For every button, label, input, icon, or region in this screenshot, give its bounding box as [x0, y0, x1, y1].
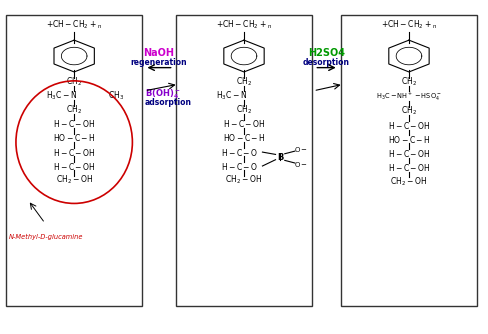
Text: $\mathdefault{CH_2-OH}$: $\mathdefault{CH_2-OH}$: [390, 175, 427, 188]
Text: $\mathdefault{+CH-CH_2+_n}$: $\mathdefault{+CH-CH_2+_n}$: [46, 18, 102, 31]
Text: adsorption: adsorption: [144, 98, 191, 107]
Text: $\mathdefault{H-C-OH}$: $\mathdefault{H-C-OH}$: [387, 148, 430, 159]
Text: $\mathdefault{HO-C-H}$: $\mathdefault{HO-C-H}$: [53, 132, 96, 143]
Text: $\mathdefault{H_3C-N}$: $\mathdefault{H_3C-N}$: [46, 90, 78, 102]
Text: H2SO4: H2SO4: [308, 48, 345, 58]
Text: $\mathdefault{+CH-CH_2+_n}$: $\mathdefault{+CH-CH_2+_n}$: [216, 18, 272, 31]
Text: $\mathdefault{O-}$: $\mathdefault{O-}$: [294, 160, 308, 169]
Text: $\mathdefault{H_3C-N}$: $\mathdefault{H_3C-N}$: [216, 90, 247, 102]
Text: $\mathdefault{CH_2-OH}$: $\mathdefault{CH_2-OH}$: [225, 174, 263, 186]
Text: $\mathdefault{CH_2-OH}$: $\mathdefault{CH_2-OH}$: [56, 174, 93, 186]
Text: $\mathdefault{CH_3}$: $\mathdefault{CH_3}$: [108, 90, 124, 102]
Text: $\mathdefault{CH_2}$: $\mathdefault{CH_2}$: [66, 75, 82, 88]
Bar: [176, 15, 312, 306]
Text: NaOH: NaOH: [143, 48, 175, 58]
Bar: [6, 15, 142, 306]
Text: $\mathdefault{O-}$: $\mathdefault{O-}$: [294, 145, 308, 154]
Text: B: B: [277, 153, 284, 162]
Text: $\mathdefault{H-C-OH}$: $\mathdefault{H-C-OH}$: [53, 119, 96, 130]
Text: $\mathdefault{CH_2}$: $\mathdefault{CH_2}$: [236, 104, 252, 116]
Text: $\mathdefault{H-C-OH}$: $\mathdefault{H-C-OH}$: [53, 147, 96, 158]
Text: $\mathdefault{CH_2}$: $\mathdefault{CH_2}$: [401, 105, 417, 117]
Text: $\mathdefault{HO-C-H}$: $\mathdefault{HO-C-H}$: [387, 134, 430, 145]
Text: desorption: desorption: [303, 58, 350, 67]
Text: $\mathdefault{CH_2}$: $\mathdefault{CH_2}$: [236, 75, 252, 88]
Text: $\mathdefault{H_3C-NH^+-HSO_4^-}$: $\mathdefault{H_3C-NH^+-HSO_4^-}$: [376, 90, 442, 103]
Text: $\mathdefault{HO-C-H}$: $\mathdefault{HO-C-H}$: [223, 132, 265, 143]
Text: $\mathdefault{H-C-O}$: $\mathdefault{H-C-O}$: [221, 161, 258, 171]
Text: regeneration: regeneration: [131, 58, 187, 67]
Text: N-Methyl-D-glucamine: N-Methyl-D-glucamine: [9, 233, 83, 239]
Text: $\mathdefault{CH_2}$: $\mathdefault{CH_2}$: [401, 75, 417, 88]
Text: $\mathdefault{H-C-OH}$: $\mathdefault{H-C-OH}$: [53, 161, 96, 171]
Text: $\mathdefault{CH_2}$: $\mathdefault{CH_2}$: [66, 104, 82, 116]
Text: $\mathdefault{H-C-OH}$: $\mathdefault{H-C-OH}$: [387, 162, 430, 173]
Text: $\mathdefault{H-C-OH}$: $\mathdefault{H-C-OH}$: [387, 120, 430, 131]
Text: $\mathdefault{B(OH)_4^-}$: $\mathdefault{B(OH)_4^-}$: [144, 88, 180, 101]
Bar: [341, 15, 477, 306]
Text: $\mathdefault{H-C-O}$: $\mathdefault{H-C-O}$: [221, 147, 258, 158]
Text: $\mathdefault{+CH-CH_2+_n}$: $\mathdefault{+CH-CH_2+_n}$: [381, 18, 437, 31]
Text: $\mathdefault{H-C-OH}$: $\mathdefault{H-C-OH}$: [223, 119, 265, 130]
